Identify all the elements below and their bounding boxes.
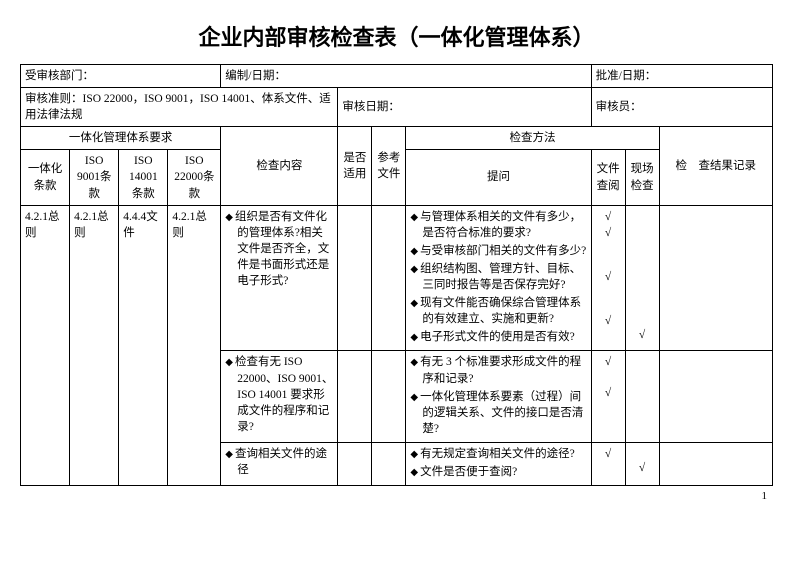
cell-site-3: √	[625, 442, 659, 485]
col-sitecheck: 现场检查	[625, 150, 659, 205]
cell-question-3: 有无规定查询相关文件的途径? 文件是否便于查阅?	[406, 442, 591, 485]
approve-date-cell: 批准/日期：	[591, 65, 772, 88]
col-content: 检查内容	[221, 127, 338, 205]
cell-iso14001: 4.4.4文件	[119, 205, 168, 485]
cell-doc-1: √√√√	[591, 205, 625, 351]
header-row-2: 审核准则：ISO 22000，ISO 9001，ISO 14001、体系文件、适…	[21, 88, 773, 127]
cell-site-2	[625, 351, 659, 442]
cell-integrated: 4.2.1总则	[21, 205, 70, 485]
criteria-cell: 审核准则：ISO 22000，ISO 9001，ISO 14001、体系文件、适…	[21, 88, 338, 127]
cell-reference-1	[372, 205, 406, 351]
cell-content-1: 组织是否有文件化的管理体系?相关文件是否齐全，文件是书面形式还是电子形式?	[221, 205, 338, 351]
col-iso14001: ISO 14001条款	[119, 150, 168, 205]
cell-iso22000: 4.2.1总则	[168, 205, 221, 485]
cell-result-2	[659, 351, 772, 442]
data-row-1: 4.2.1总则 4.2.1总则 4.4.4文件 4.2.1总则 组织是否有文件化…	[21, 205, 773, 351]
cell-question-1: 与管理体系相关的文件有多少，是否符合标准的要求? 与受审核部门相关的文件有多少?…	[406, 205, 591, 351]
col-question: 提问	[406, 150, 591, 205]
audit-table: 受审核部门： 编制/日期： 批准/日期： 审核准则：ISO 22000，ISO …	[20, 64, 773, 486]
col-result: 检 查结果记录	[659, 127, 772, 205]
cell-question-2: 有无 3 个标准要求形成文件的程序和记录? 一体化管理体系要素（过程）间的逻辑关…	[406, 351, 591, 442]
cell-content-2: 检查有无 ISO 22000、ISO 9001、ISO 14001 要求形成文件…	[221, 351, 338, 442]
compile-date-cell: 编制/日期：	[221, 65, 591, 88]
col-iso9001: ISO 9001条款	[70, 150, 119, 205]
col-iso22000: ISO 22000条款	[168, 150, 221, 205]
cell-site-1: √	[625, 205, 659, 351]
cell-result-3	[659, 442, 772, 485]
page-title: 企业内部审核检查表（一体化管理体系）	[20, 20, 773, 52]
cell-content-3: 查询相关文件的途径	[221, 442, 338, 485]
cell-applicable-1	[338, 205, 372, 351]
col-header-row-1: 一体化管理体系要求 检查内容 是否适用 参考文件 检查方法 检 查结果记录	[21, 127, 773, 150]
col-docreview: 文件查阅	[591, 150, 625, 205]
cell-iso9001: 4.2.1总则	[70, 205, 119, 485]
cell-applicable-2	[338, 351, 372, 442]
cell-result-1	[659, 205, 772, 351]
auditor-cell: 审核员：	[591, 88, 772, 127]
col-applicable: 是否适用	[338, 127, 372, 205]
cell-doc-3: √	[591, 442, 625, 485]
col-reference: 参考文件	[372, 127, 406, 205]
page-number: 1	[20, 490, 773, 502]
cell-reference-3	[372, 442, 406, 485]
audit-date-cell: 审核日期：	[338, 88, 591, 127]
header-row-1: 受审核部门： 编制/日期： 批准/日期：	[21, 65, 773, 88]
group-method: 检查方法	[406, 127, 659, 150]
dept-cell: 受审核部门：	[21, 65, 221, 88]
cell-reference-2	[372, 351, 406, 442]
group-req: 一体化管理体系要求	[21, 127, 221, 150]
col-integrated: 一体化条款	[21, 150, 70, 205]
cell-applicable-3	[338, 442, 372, 485]
cell-doc-2: √√	[591, 351, 625, 442]
